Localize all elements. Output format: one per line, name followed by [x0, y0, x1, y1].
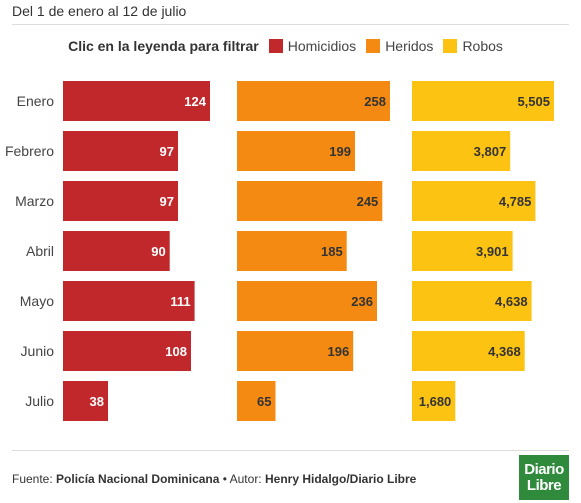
category-label-abril: Abril	[26, 243, 54, 259]
footer-separator: • Autor:	[219, 472, 265, 486]
data-label-homicidios-julio: 38	[90, 394, 104, 409]
logo-line-1: Diario	[524, 460, 564, 478]
legend-label-robos: Robos	[462, 38, 503, 54]
bar-heridos-febrero[interactable]	[237, 131, 355, 171]
bar-robos-abril[interactable]	[412, 231, 513, 271]
data-label-heridos-enero: 258	[364, 94, 386, 109]
chart-subtitle: Del 1 de enero al 12 de julio	[12, 3, 187, 19]
data-label-robos-julio: 1,680	[419, 394, 452, 409]
footer-author: Henry Hidalgo/Diario Libre	[264, 472, 417, 486]
bar-robos-mayo[interactable]	[412, 281, 532, 321]
legend-swatch-robos	[443, 39, 458, 53]
bar-robos-enero[interactable]	[412, 81, 554, 121]
bar-heridos-abril[interactable]	[237, 231, 347, 271]
data-label-heridos-abril: 185	[321, 244, 343, 259]
logo-line-2: Libre	[526, 476, 562, 494]
data-label-homicidios-febrero: 97	[160, 144, 174, 159]
legend-label-heridos: Heridos	[385, 38, 434, 54]
bar-homicidios-abril[interactable]	[63, 231, 170, 271]
legend-item-robos[interactable]: Robos	[443, 38, 503, 54]
bar-heridos-marzo[interactable]	[237, 181, 383, 221]
data-label-robos-febrero: 3,807	[474, 144, 507, 159]
category-label-marzo: Marzo	[15, 193, 54, 209]
legend-swatch-homicidios	[268, 39, 283, 53]
data-label-homicidios-abril: 90	[151, 244, 165, 259]
legend-item-heridos[interactable]: Heridos	[366, 38, 433, 54]
bar-heridos-julio[interactable]	[237, 381, 276, 421]
data-label-homicidios-enero: 124	[184, 94, 206, 109]
bar-robos-julio[interactable]	[412, 381, 456, 421]
bar-heridos-junio[interactable]	[237, 331, 354, 371]
bar-robos-febrero[interactable]	[412, 131, 511, 171]
bar-heridos-enero[interactable]	[237, 81, 390, 121]
data-label-robos-mayo: 4,638	[495, 294, 528, 309]
legend: Clic en la leyenda para filtrar Homicidi…	[0, 38, 581, 54]
data-label-robos-marzo: 4,785	[499, 194, 532, 209]
data-label-heridos-junio: 196	[327, 344, 349, 359]
footer-source: Policía Nacional Dominicana	[56, 472, 220, 486]
data-label-heridos-julio: 65	[257, 394, 271, 409]
diario-libre-logo: Diario Libre	[519, 455, 569, 500]
bar-robos-junio[interactable]	[412, 331, 525, 371]
footer-source-label: Fuente:	[12, 472, 57, 486]
category-label-febrero: Febrero	[5, 143, 54, 159]
bar-robos-marzo[interactable]	[412, 181, 536, 221]
legend-swatch-heridos	[366, 39, 381, 53]
bar-homicidios-enero[interactable]	[63, 81, 210, 121]
legend-item-homicidios[interactable]: Homicidios	[268, 38, 357, 54]
bar-homicidios-marzo[interactable]	[63, 181, 178, 221]
data-label-robos-enero: 5,505	[517, 94, 550, 109]
bar-homicidios-febrero[interactable]	[63, 131, 178, 171]
category-label-junio: Junio	[21, 343, 55, 359]
data-label-homicidios-mayo: 111	[170, 294, 190, 309]
category-label-enero: Enero	[17, 93, 55, 109]
data-label-robos-abril: 3,901	[476, 244, 509, 259]
legend-title: Clic en la leyenda para filtrar	[68, 38, 259, 54]
data-label-heridos-marzo: 245	[357, 194, 379, 209]
bar-chart: Enero Febrero Marzo Abril Mayo Junio Julio 124 9…	[5, 81, 554, 421]
bar-homicidios-mayo[interactable]	[63, 281, 195, 321]
data-label-heridos-mayo: 236	[351, 294, 373, 309]
bar-homicidios-julio[interactable]	[63, 381, 108, 421]
data-label-robos-junio: 4,368	[488, 344, 521, 359]
footer: Fuente: Policía Nacional Dominicana • Au…	[12, 472, 416, 486]
bottom-divider	[12, 450, 569, 451]
legend-label-homicidios: Homicidios	[287, 38, 357, 54]
data-label-homicidios-junio: 108	[165, 344, 187, 359]
bar-homicidios-junio[interactable]	[63, 331, 191, 371]
category-label-julio: Julio	[25, 393, 54, 409]
category-label-mayo: Mayo	[20, 293, 54, 309]
top-divider	[12, 24, 569, 25]
data-label-homicidios-marzo: 97	[160, 194, 174, 209]
bar-heridos-mayo[interactable]	[237, 281, 377, 321]
data-label-heridos-febrero: 199	[329, 144, 351, 159]
